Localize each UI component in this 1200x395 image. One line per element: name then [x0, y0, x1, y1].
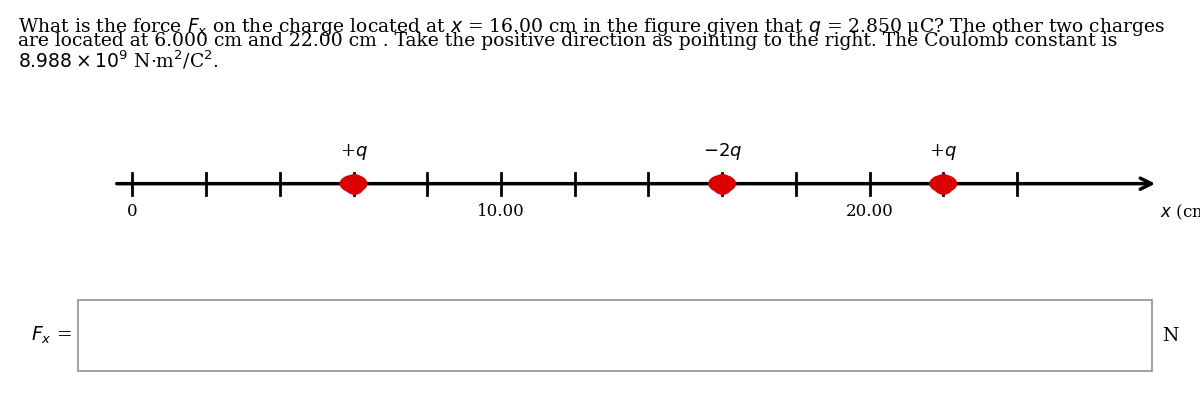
FancyBboxPatch shape [78, 300, 1152, 371]
Text: 0: 0 [127, 203, 138, 220]
Text: +$q$: +$q$ [929, 142, 958, 162]
Text: 10.00: 10.00 [478, 203, 524, 220]
Text: What is the force $F_x$ on the charge located at $x$ = 16.00 cm in the figure gi: What is the force $F_x$ on the charge lo… [18, 16, 1165, 38]
Text: +$q$: +$q$ [340, 142, 367, 162]
Text: $x$ (cm): $x$ (cm) [1160, 203, 1200, 222]
Ellipse shape [341, 175, 367, 192]
Text: $-2q$: $-2q$ [702, 141, 742, 162]
Text: are located at 6.000 cm and 22.00 cm . Take the positive direction as pointing t: are located at 6.000 cm and 22.00 cm . T… [18, 32, 1117, 51]
Text: $8.988 \times 10^9$ N·m$^2$/C$^2$.: $8.988 \times 10^9$ N·m$^2$/C$^2$. [18, 49, 218, 71]
Text: $F_x$ =: $F_x$ = [31, 325, 72, 346]
Text: N: N [1162, 327, 1178, 345]
Ellipse shape [930, 175, 956, 192]
Ellipse shape [709, 175, 736, 192]
Text: 20.00: 20.00 [846, 203, 894, 220]
